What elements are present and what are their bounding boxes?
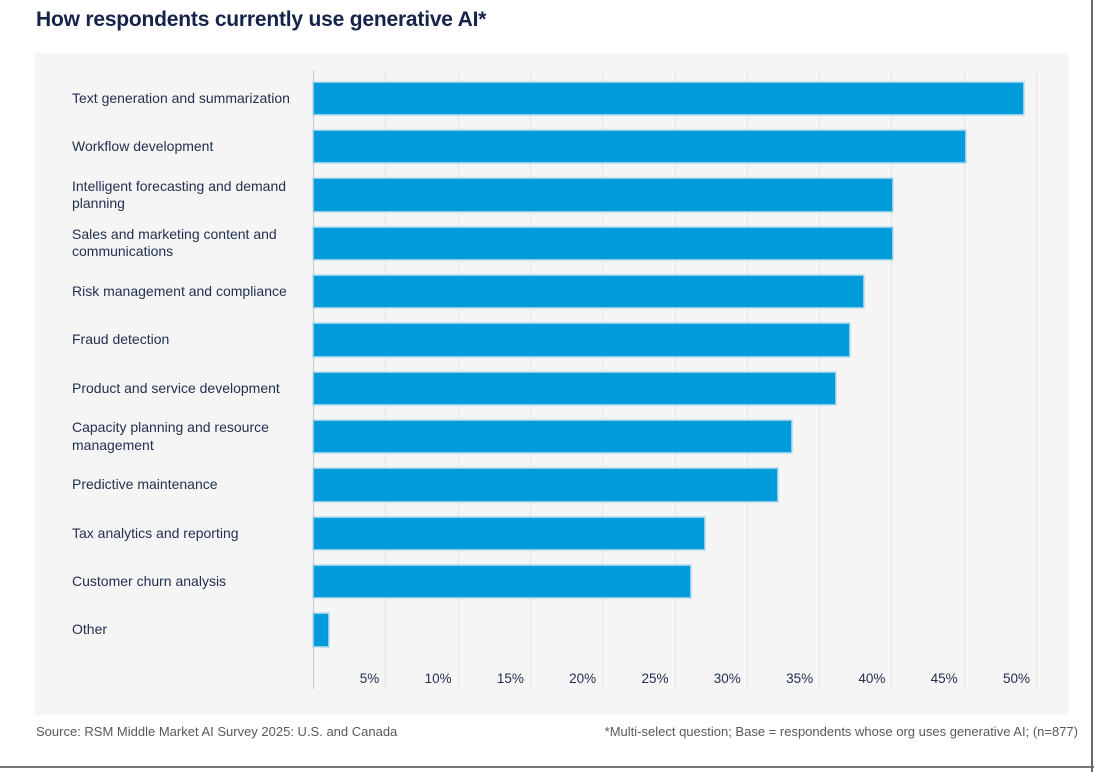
bar [314, 469, 777, 501]
gridline [1036, 70, 1037, 689]
category-label: Text generation and summarization [72, 89, 290, 106]
bar [314, 614, 329, 646]
x-tick-label: 25% [641, 671, 669, 686]
source-note: Source: RSM Middle Market AI Survey 2025… [36, 724, 398, 739]
category-label: Sales and marketing content and communic… [72, 225, 277, 260]
x-tick-label: 10% [424, 671, 452, 686]
bar [314, 324, 850, 356]
category-label: Other [72, 621, 108, 638]
gridline [963, 70, 965, 689]
x-tick-label: 40% [858, 671, 886, 686]
x-tick-label: 15% [496, 671, 524, 686]
methodology-note: *Multi-select question; Base = responden… [604, 724, 1078, 739]
category-label: Customer churn analysis [72, 572, 227, 589]
bar [314, 517, 705, 549]
chart-panel: 5% 10% 15% 20% 25% 30% 35% 40% 45% 50% Text genera… [34, 53, 1069, 715]
right-divider [1091, 0, 1093, 772]
category-label: Capacity planning and resource managemen… [72, 419, 269, 453]
x-tick-label: 20% [569, 671, 597, 686]
y-axis-line [313, 70, 314, 689]
bar [314, 421, 792, 453]
category-label: Workflow development [72, 137, 214, 154]
category-label: Tax analytics and reporting [72, 524, 239, 541]
gridline [891, 70, 893, 689]
category-label: Fraud detection [72, 331, 170, 348]
bar [314, 131, 965, 163]
chart-title: How respondents currently use generative… [36, 8, 487, 31]
bar [314, 82, 1023, 114]
x-tick-label: 30% [713, 671, 741, 686]
category-label: Predictive maintenance [72, 476, 218, 493]
bar [314, 566, 690, 598]
x-tick-label: 50% [1002, 671, 1030, 686]
x-tick-label: 35% [786, 671, 814, 686]
bar [314, 227, 893, 259]
category-label: Risk management and compliance [72, 282, 287, 299]
category-label: Intelligent forecasting and demand plann… [72, 177, 287, 212]
bottom-divider [0, 766, 1094, 768]
category-label: Product and service development [72, 379, 280, 396]
x-tick-label: 5% [359, 671, 380, 686]
bar [314, 276, 864, 308]
bar [314, 179, 893, 211]
x-tick-label: 45% [930, 671, 958, 686]
bar [314, 372, 835, 404]
